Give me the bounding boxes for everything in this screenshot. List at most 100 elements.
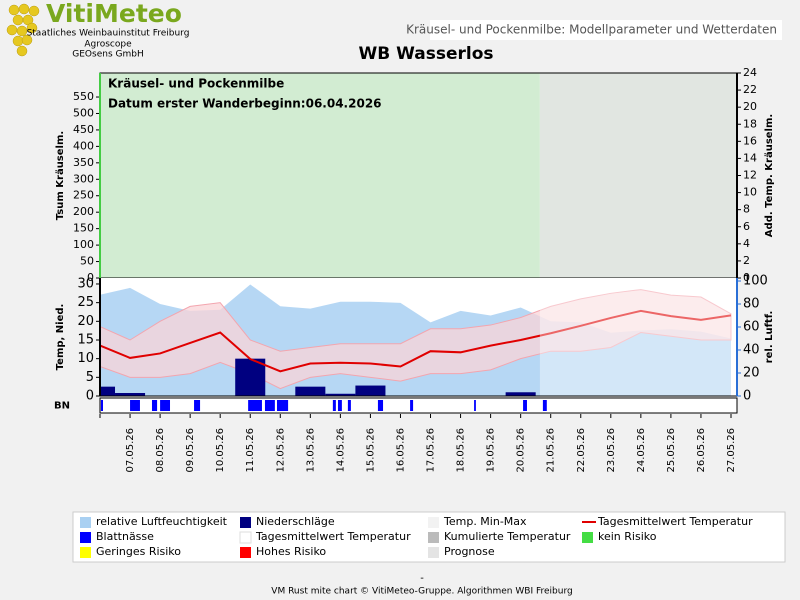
x-tick-label: 26.05.26 — [696, 428, 707, 473]
legend-label: Geringes Risiko — [96, 545, 181, 558]
y-tick-label: 5 — [86, 370, 94, 385]
x-tick-label: 27.05.26 — [726, 428, 737, 473]
y-tick-label: 300 — [73, 172, 94, 185]
legend-swatch — [428, 547, 439, 558]
logo-grapes — [6, 3, 40, 57]
y-tick-label: 20 — [77, 314, 94, 329]
leaf-wetness — [100, 400, 104, 411]
precip-bar — [355, 385, 386, 396]
y2-tick-label: 14 — [743, 151, 757, 164]
x-tick-label: 22.05.26 — [576, 428, 587, 473]
y2-tick-label: 22 — [743, 83, 757, 96]
y2-tick-label: 20 — [743, 100, 757, 113]
bn-label: BN — [54, 401, 70, 412]
x-tick-label: 12.05.26 — [275, 428, 286, 473]
x-tick-label: 14.05.26 — [335, 428, 346, 473]
y-tick-label: 25 — [77, 295, 94, 310]
x-tick-label: 16.05.26 — [395, 428, 406, 473]
y-tick-label: 10 — [77, 351, 94, 366]
x-tick-label: 21.05.26 — [546, 428, 557, 473]
x-tick-label: 07.05.26 — [125, 428, 136, 473]
x-tick-label: 09.05.26 — [185, 428, 196, 473]
leaf-wetness — [347, 400, 351, 411]
y-tick-label: 350 — [73, 156, 94, 169]
leaf-wetness — [248, 400, 262, 411]
y2-tick-label: 12 — [743, 169, 757, 182]
x-tick-label: 23.05.26 — [606, 428, 617, 473]
y2-tick-label: 0 — [743, 271, 750, 284]
annotation: Datum erster Wanderbeginn:06.04.2026 — [108, 97, 382, 111]
y2-tick-label: 10 — [743, 186, 757, 199]
y2-tick-label: 0 — [743, 389, 751, 404]
page-title: Kräusel- und Pockenmilbe: Modellparamete… — [406, 23, 777, 37]
y-tick-label: 100 — [73, 238, 94, 251]
x-tick-label: 13.05.26 — [305, 428, 316, 473]
y2-axis-label: Add. Temp. Kräuselm. — [764, 114, 775, 237]
x-tick-label: 08.05.26 — [155, 428, 166, 473]
footer-separator: - — [420, 573, 424, 584]
legend-label: Prognose — [444, 545, 495, 558]
temp-mean-line — [100, 309, 732, 373]
x-tick-label: 15.05.26 — [365, 428, 376, 473]
y2-tick-label: 18 — [743, 117, 757, 130]
precip-bar — [100, 386, 116, 396]
y-tick-label: 0 — [86, 389, 94, 404]
x-tick-label: 19.05.26 — [486, 428, 497, 473]
leaf-wetness — [194, 400, 201, 411]
y2-tick-label: 2 — [743, 254, 750, 267]
legend-swatch — [80, 517, 91, 528]
y-tick-label: 0 — [87, 271, 94, 284]
leaf-wetness — [542, 400, 547, 411]
y2-tick-label: 40 — [743, 342, 760, 357]
y2-tick-label: 24 — [743, 66, 757, 79]
leaf-wetness — [410, 400, 414, 411]
y2-tick-label: 16 — [743, 134, 757, 147]
legend-label: Tagesmittelwert Temperatur — [597, 515, 753, 528]
y2-tick-label: 20 — [743, 365, 760, 380]
legend-label: Kumulierte Temperatur — [444, 530, 571, 543]
y-tick-label: 450 — [73, 123, 94, 136]
legend-swatch — [80, 547, 91, 558]
logo: VitiMeteo — [46, 0, 182, 28]
legend-label: relative Luftfeuchtigkeit — [96, 515, 228, 528]
prognosis-region — [539, 73, 737, 278]
footer: VM Rust mite chart © VitiMeteo-Gruppe. A… — [271, 587, 572, 597]
leaf-wetness — [332, 400, 336, 411]
x-tick-label: 18.05.26 — [456, 428, 467, 473]
legend-label: Temp. Min-Max — [443, 515, 527, 528]
y2-tick-label: 60 — [743, 319, 760, 334]
institute: Staatliches Weinbauinstitut Freiburg — [27, 29, 190, 39]
legend-swatch — [428, 532, 439, 543]
y2-tick-label: 100 — [743, 273, 768, 288]
legend-label: Niederschläge — [256, 515, 335, 528]
page-title-box — [430, 20, 782, 40]
y-tick-label: 150 — [73, 222, 94, 235]
precip-bar — [505, 392, 536, 396]
leaf-wetness — [377, 400, 384, 411]
leaf-wetness — [337, 400, 342, 411]
leaf-wetness — [276, 400, 289, 411]
precip-bar — [115, 393, 146, 396]
chart-title: WB Wasserlos — [358, 44, 493, 64]
leaf-wetness — [264, 400, 275, 411]
x-tick-label: 11.05.26 — [245, 428, 256, 473]
precip-bar — [295, 386, 326, 396]
annotation: Kräusel- und Pockenmilbe — [108, 77, 284, 91]
y2-tick-label: 8 — [743, 203, 750, 216]
y2-tick-label: 4 — [743, 237, 750, 250]
leaf-wetness — [151, 400, 158, 411]
y2-tick-label: 80 — [743, 296, 760, 311]
y-axis-label: Tsum Kräuselm. — [55, 131, 66, 220]
x-tick-label: 20.05.26 — [516, 428, 527, 473]
y-tick-label: 30 — [77, 276, 94, 291]
leaf-wetness — [130, 400, 140, 411]
x-tick-label: 17.05.26 — [426, 428, 437, 473]
plot-layer — [100, 284, 732, 396]
leaf-wetness — [523, 400, 527, 411]
y-tick-label: 15 — [77, 332, 94, 347]
x-tick-label: 24.05.26 — [636, 428, 647, 473]
y-tick-label: 550 — [73, 90, 94, 103]
prognosis-region — [539, 278, 737, 396]
